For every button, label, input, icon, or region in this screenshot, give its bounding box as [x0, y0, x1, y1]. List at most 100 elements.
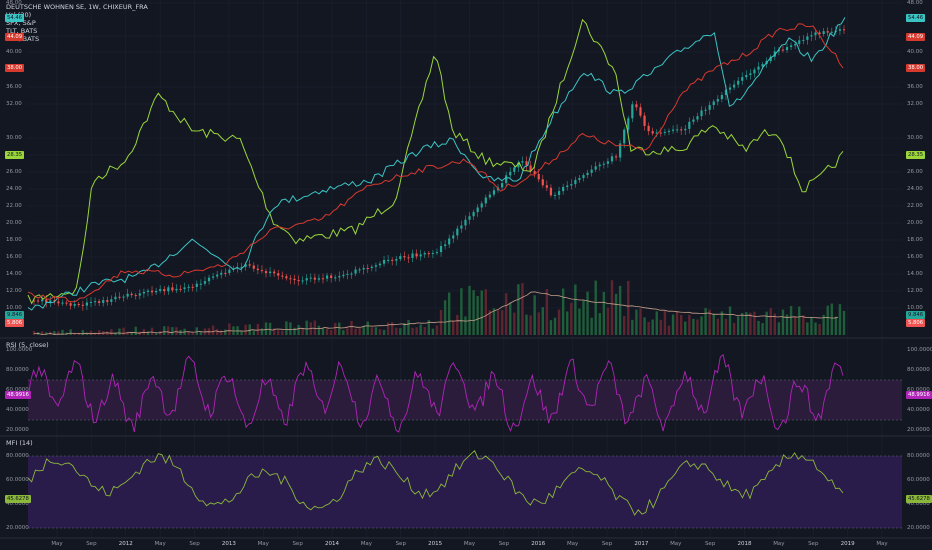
volume-bar [679, 314, 683, 335]
rsi-axis-label: 60.0000 [907, 387, 930, 393]
candle-body [142, 291, 145, 294]
volume-bar [211, 325, 215, 335]
volume-bar [545, 289, 549, 335]
volume-bar [712, 313, 715, 335]
volume-bar [305, 320, 308, 335]
main-legend: DEUTSCHE WOHNEN SE, 1W, CHIXEUR_FRA Vol … [6, 3, 148, 43]
volume-bar [716, 318, 720, 335]
volume-bar [488, 310, 492, 335]
volume-bar [647, 322, 650, 335]
candle-body [525, 161, 528, 166]
candle-body [692, 119, 695, 122]
candle-body [342, 274, 345, 277]
volume-bar [350, 320, 353, 335]
legend-volume[interactable]: Vol (20) [6, 11, 32, 19]
volume-bar [700, 316, 703, 335]
volume-bar [667, 325, 671, 335]
volume-bar [602, 291, 606, 335]
candle-body [529, 165, 532, 172]
candle-body [325, 275, 329, 279]
candle-body [301, 280, 304, 282]
candle-body [374, 265, 378, 267]
candle-body [183, 287, 186, 289]
rsi-axis-label: 100.0000 [6, 347, 33, 353]
volume-bar [464, 316, 467, 335]
mfi-axis-label: 20.0000 [907, 525, 930, 531]
candle-body [716, 99, 719, 102]
candle-body [81, 304, 84, 306]
volume-ma-line [33, 291, 839, 335]
legend-tlt[interactable]: TLT, BATS [6, 27, 38, 35]
candle-body [606, 161, 610, 164]
time-axis-label: 2018 [737, 541, 752, 547]
volume-bar [93, 333, 97, 335]
volume-bar [386, 322, 390, 335]
time-axis-label: May [773, 541, 785, 547]
volume-bar [399, 328, 402, 335]
candle-body [65, 302, 68, 304]
volume-bar [346, 328, 349, 335]
candle-body [639, 107, 642, 116]
time-axis-label: 2016 [531, 541, 546, 547]
volume-bar [753, 311, 756, 335]
volume-bar [146, 331, 150, 335]
volume-bar [317, 325, 321, 335]
candle-body [818, 32, 821, 35]
candle-body [203, 281, 207, 284]
candle-body [667, 130, 671, 132]
candle-body [460, 225, 463, 229]
volume-bar [277, 330, 280, 335]
volume-bar [431, 328, 435, 335]
time-axis-label: May [51, 541, 63, 547]
candle-body [838, 29, 842, 31]
candle-body [110, 299, 113, 302]
candle-body [789, 45, 793, 48]
rsi-band [28, 379, 902, 421]
volume-bar [285, 321, 288, 335]
volume-bar [639, 308, 642, 335]
candle-body [358, 269, 361, 271]
volume-bar [370, 327, 374, 335]
candle-body [557, 191, 561, 195]
volume-bar [395, 327, 398, 335]
rsi-axis-label: 60.0000 [6, 387, 29, 393]
legend-main[interactable]: DEUTSCHE WOHNEN SE, 1W, CHIXEUR_FRA [6, 3, 148, 11]
volume-bar [130, 332, 133, 335]
volume-bar [390, 322, 394, 335]
volume-bar [256, 323, 260, 335]
volume-bar [684, 321, 687, 335]
candle-body [155, 290, 158, 293]
volume-bar [525, 314, 528, 335]
legend-xlu[interactable]: XLU, BATS [6, 35, 40, 43]
legend-spx[interactable]: SPX, S&P [6, 19, 36, 27]
volume-bars [32, 280, 846, 335]
xlu-last2-badge-right: 38.00 [906, 64, 926, 72]
time-axis-label: May [670, 541, 682, 547]
candle-body [195, 283, 198, 287]
volume-bar [199, 331, 203, 335]
volume-bar [708, 309, 711, 335]
volume-bar [81, 330, 85, 335]
candle-body [688, 121, 691, 129]
candle-body [553, 194, 557, 196]
volume-bar [789, 306, 793, 335]
volume-bar [69, 329, 72, 335]
volume-bar [85, 333, 89, 335]
volume-bar [228, 323, 231, 335]
volume-bar [578, 308, 581, 335]
candle-body [297, 280, 300, 282]
volume-bar [749, 312, 752, 335]
volume-bar [342, 330, 345, 335]
volume-bar [663, 310, 667, 335]
volume-bar [692, 318, 695, 335]
volume-bar [195, 327, 199, 335]
mfi-title[interactable]: MFI (14) [6, 439, 33, 447]
candle-body [480, 203, 483, 208]
mfi-last-badge-left: 45.6278 [5, 495, 31, 503]
time-axis-label: Sep [601, 541, 613, 547]
mfi-axis-label: 20.0000 [6, 525, 29, 531]
price-axis-label: 48.00 [6, 0, 22, 6]
rsi-title[interactable]: RSI (5, close) [6, 341, 49, 349]
candle-body [338, 276, 341, 278]
